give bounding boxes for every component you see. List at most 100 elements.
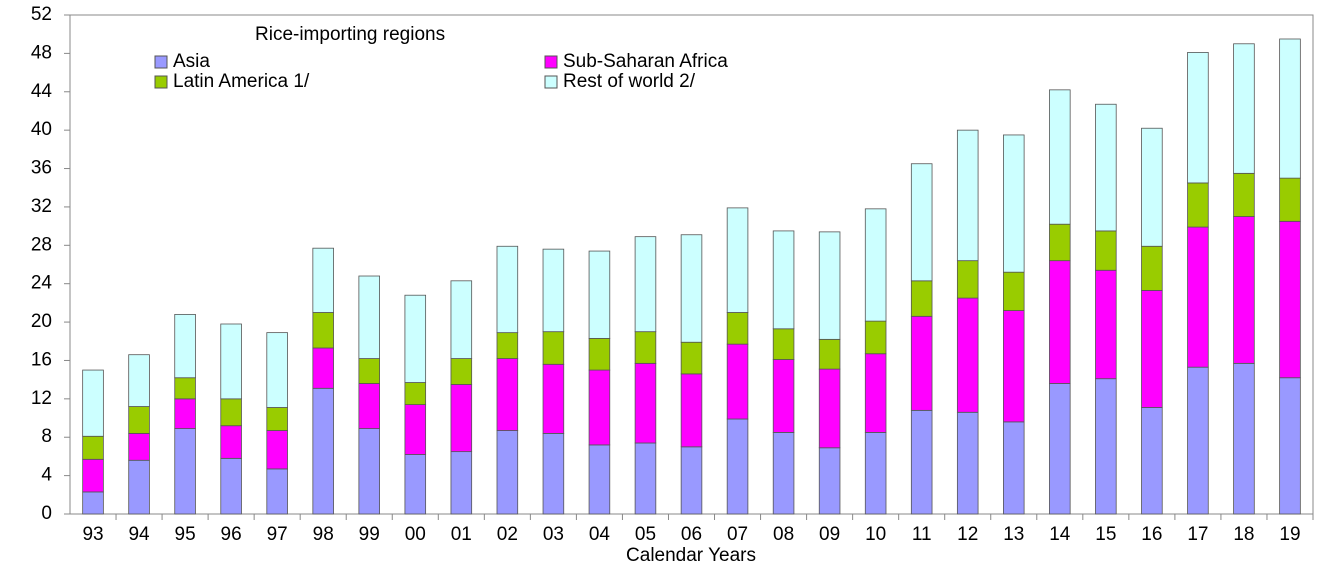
bar-segment (910, 280, 933, 317)
bar-segment (1003, 271, 1025, 311)
bar-segment (1279, 38, 1301, 179)
bar-segment (1003, 310, 1025, 423)
bar-segment (818, 231, 841, 340)
bar-segment (818, 447, 841, 515)
x-tick-label: 95 (175, 524, 196, 545)
bar-segment (1141, 127, 1163, 247)
bar-segment (312, 312, 334, 349)
bar-segment (1141, 245, 1163, 291)
bar-segment (1095, 378, 1117, 515)
bar-segment (128, 432, 150, 461)
bar-segment (174, 313, 196, 379)
bar-segment (82, 491, 104, 515)
x-tick-label: 00 (405, 524, 426, 545)
bar-segment (1095, 103, 1117, 232)
bar-segment (910, 163, 933, 282)
bar-segment (450, 384, 473, 453)
bar-segment (680, 446, 703, 515)
bar-segment (1233, 43, 1255, 174)
bar-segment (910, 409, 933, 515)
x-tick-label: 09 (819, 524, 840, 545)
bar-segment (1095, 230, 1117, 271)
y-tick-label: 52 (31, 4, 52, 25)
y-tick-label: 12 (31, 388, 52, 409)
legend-label: Rest of world 2/ (563, 71, 696, 92)
bar-segment (542, 331, 565, 365)
bar-segment (910, 315, 933, 411)
bar-segment (220, 398, 242, 427)
bar-segment (128, 354, 150, 407)
x-tick-label: 13 (1003, 524, 1024, 545)
bar-segment (1049, 260, 1071, 384)
bar-segment (680, 341, 703, 375)
bar-segment (634, 331, 657, 364)
y-tick-label: 32 (31, 196, 52, 217)
bar-segment (358, 428, 380, 515)
bar-segment (542, 363, 565, 434)
x-tick-label: 11 (912, 524, 932, 545)
bar-segment (1279, 377, 1301, 515)
bar-segment (496, 430, 519, 515)
legend-swatch (154, 75, 168, 89)
x-tick-label: 14 (1049, 524, 1071, 545)
bar-segment (1187, 52, 1209, 184)
legend-label: Asia (173, 51, 210, 72)
bar-segment (726, 312, 749, 345)
bar-segment (128, 406, 150, 434)
bar-segment (1233, 362, 1255, 515)
bar-segment (1187, 366, 1209, 515)
bar-segment (864, 320, 887, 355)
bar-segment (864, 353, 887, 433)
x-tick-label: 05 (635, 524, 656, 545)
legend-label: Sub-Saharan Africa (563, 51, 728, 72)
legend-swatch (154, 55, 168, 69)
bar-segment (496, 358, 519, 431)
x-tick-label: 96 (221, 524, 242, 545)
bar-segment (956, 297, 979, 413)
bar-segment (542, 432, 565, 515)
legend-label: Latin America 1/ (173, 71, 310, 92)
x-tick-label: 17 (1187, 524, 1208, 545)
bar-segment (450, 358, 473, 385)
bar-segment (1049, 383, 1071, 515)
bar-segment (1141, 290, 1163, 408)
x-tick-label: 06 (681, 524, 702, 545)
bar-segment (404, 404, 427, 455)
bar-segment (404, 382, 427, 406)
y-tick-label: 20 (31, 311, 52, 332)
bar-segment (772, 432, 795, 515)
y-tick-label: 28 (31, 234, 52, 255)
x-tick-label: 98 (313, 524, 334, 545)
bar-segment (1141, 407, 1163, 515)
bar-segment (588, 337, 611, 371)
y-tick-label: 4 (41, 465, 52, 486)
x-tick-label: 10 (865, 524, 886, 545)
bar-segment (496, 245, 519, 334)
bar-segment (450, 280, 473, 359)
bar-segment (220, 425, 242, 459)
bar-segment (726, 207, 749, 313)
bar-segment (680, 234, 703, 343)
bar-segment (588, 369, 611, 446)
bar-segment (128, 459, 150, 515)
bar-segment (82, 369, 104, 437)
x-tick-label: 16 (1141, 524, 1162, 545)
bar-segment (82, 458, 104, 493)
bar-segment (1187, 182, 1209, 228)
legend-title: Rice-importing regions (255, 24, 445, 45)
bar-segment (174, 377, 196, 400)
x-tick-label: 07 (727, 524, 748, 545)
y-tick-label: 48 (31, 42, 52, 63)
y-tick-label: 0 (41, 503, 52, 524)
bar-segment (220, 457, 242, 515)
bar-segment (358, 275, 380, 359)
bar-segment (174, 428, 196, 515)
x-tick-label: 04 (589, 524, 611, 545)
bar-segment (266, 407, 288, 431)
bar-segment (726, 418, 749, 515)
x-tick-label: 18 (1233, 524, 1254, 545)
bar-segment (1279, 220, 1301, 379)
bar-segment (634, 362, 657, 444)
bar-segment (312, 347, 334, 389)
